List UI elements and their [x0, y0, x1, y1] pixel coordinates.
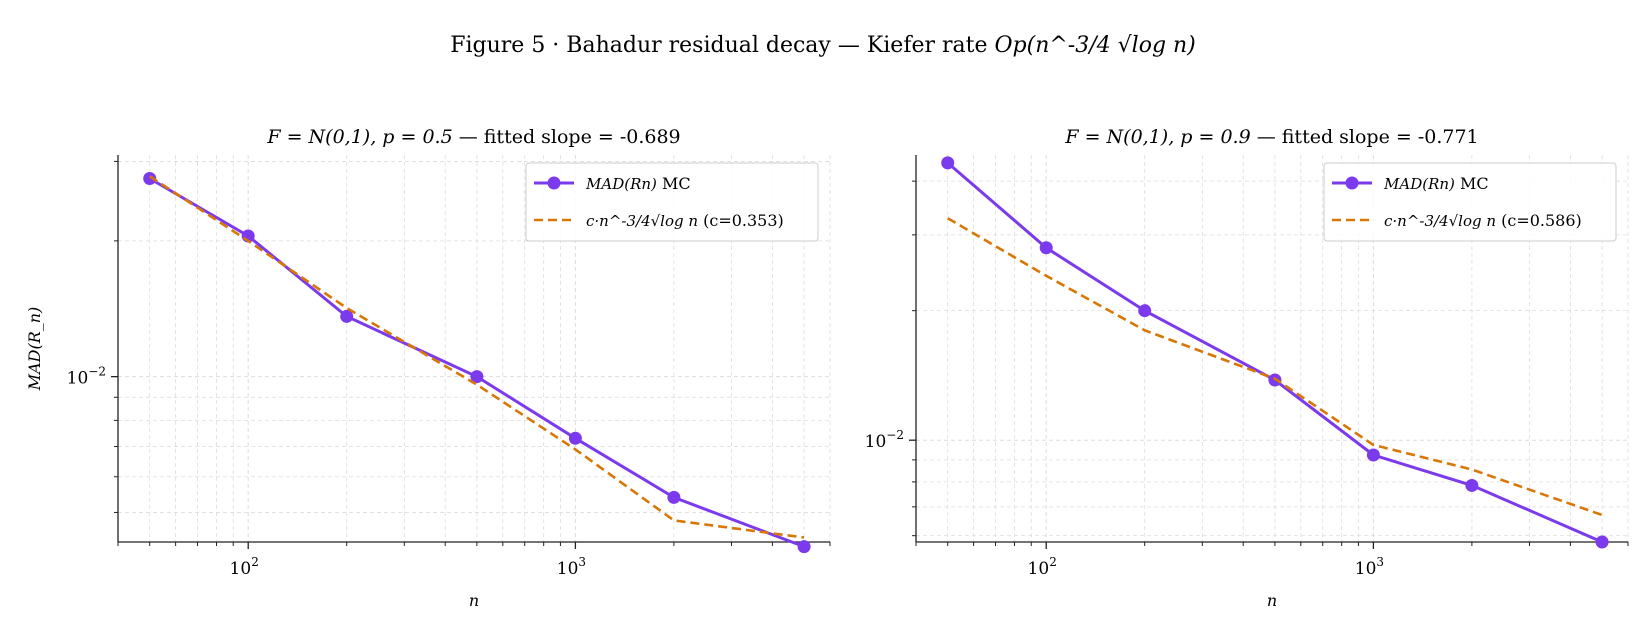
title-text: — fitted slope = -0.771: [1257, 126, 1479, 148]
tick-base: 10: [557, 559, 579, 579]
left-mc-point: [340, 309, 354, 323]
left-y-tick-label: 10−2: [67, 365, 106, 389]
left-mc-point: [470, 370, 484, 384]
tick-base: 10: [865, 432, 887, 452]
left-mc-point: [143, 171, 157, 185]
left-legend-label: MAD(Rn) MC: [585, 174, 691, 193]
right-legend-mc-marker: [1345, 176, 1359, 190]
legend-math: MAD(Rn): [585, 175, 657, 193]
tick-exponent: 2: [251, 555, 259, 569]
right-legend-label: MAD(Rn) MC: [1383, 174, 1489, 193]
right-y-tick-label: 10−2: [865, 428, 904, 452]
right-legend-label: c·n^-3/4√log n (c=0.586): [1384, 211, 1582, 230]
left-legend-box: [525, 162, 819, 242]
legend-text: (c=0.353): [698, 211, 784, 230]
legend-math: c·n^-3/4√log n: [1384, 212, 1496, 230]
legend-text: (c=0.586): [1496, 211, 1582, 230]
right-mc-point: [1465, 478, 1479, 492]
tick-base: 10: [1355, 559, 1377, 579]
left-x-tick-label: 103: [557, 555, 586, 579]
right-x-tick-label: 103: [1355, 555, 1384, 579]
figure-suptitle: Figure 5 · Bahadur residual decay — Kief…: [450, 33, 1196, 58]
left-y-axis-label: MAD(R_n): [25, 307, 44, 392]
left-mc-point: [568, 431, 582, 445]
left-x-axis-label: n: [469, 591, 479, 610]
legend-text: MC: [1455, 174, 1489, 193]
right-mc-point: [1039, 241, 1053, 255]
title-math: F = N(0,1), p = 0.5: [266, 126, 458, 148]
left-mc-point: [797, 540, 811, 554]
right-legend-box: [1323, 162, 1617, 242]
tick-exponent: 3: [578, 555, 586, 569]
left-mc-point: [667, 490, 681, 504]
left-x-tick-label: 102: [230, 555, 259, 579]
right-mc-point: [941, 156, 955, 170]
right-chart-title: F = N(0,1), p = 0.9 — fitted slope = -0.…: [1064, 126, 1478, 148]
right-x-axis-label: n: [1267, 591, 1277, 610]
tick-base: 10: [67, 369, 89, 389]
right-mc-point: [1366, 448, 1380, 462]
tick-base: 10: [1028, 559, 1050, 579]
title-math: F = N(0,1), p = 0.9: [1064, 126, 1256, 148]
tick-exponent: 2: [1049, 555, 1057, 569]
left-legend-label: c·n^-3/4√log n (c=0.353): [586, 211, 784, 230]
legend-math: MAD(Rn): [1383, 175, 1455, 193]
left-fit-line: [148, 175, 805, 539]
right-mc-point: [1595, 535, 1609, 549]
left-legend-mc-marker: [547, 176, 561, 190]
right-mc-point: [1138, 304, 1152, 318]
title-text: — fitted slope = -0.689: [459, 126, 681, 148]
legend-text: MC: [657, 174, 691, 193]
tick-base: 10: [230, 559, 252, 579]
right-fit-line: [947, 217, 1603, 517]
left-chart-title: F = N(0,1), p = 0.5 — fitted slope = -0.…: [266, 126, 680, 148]
legend-math: c·n^-3/4√log n: [586, 212, 698, 230]
right-x-tick-label: 102: [1028, 555, 1057, 579]
tick-exponent: 3: [1376, 555, 1384, 569]
tick-exponent: −2: [88, 365, 106, 379]
tick-exponent: −2: [886, 428, 904, 442]
